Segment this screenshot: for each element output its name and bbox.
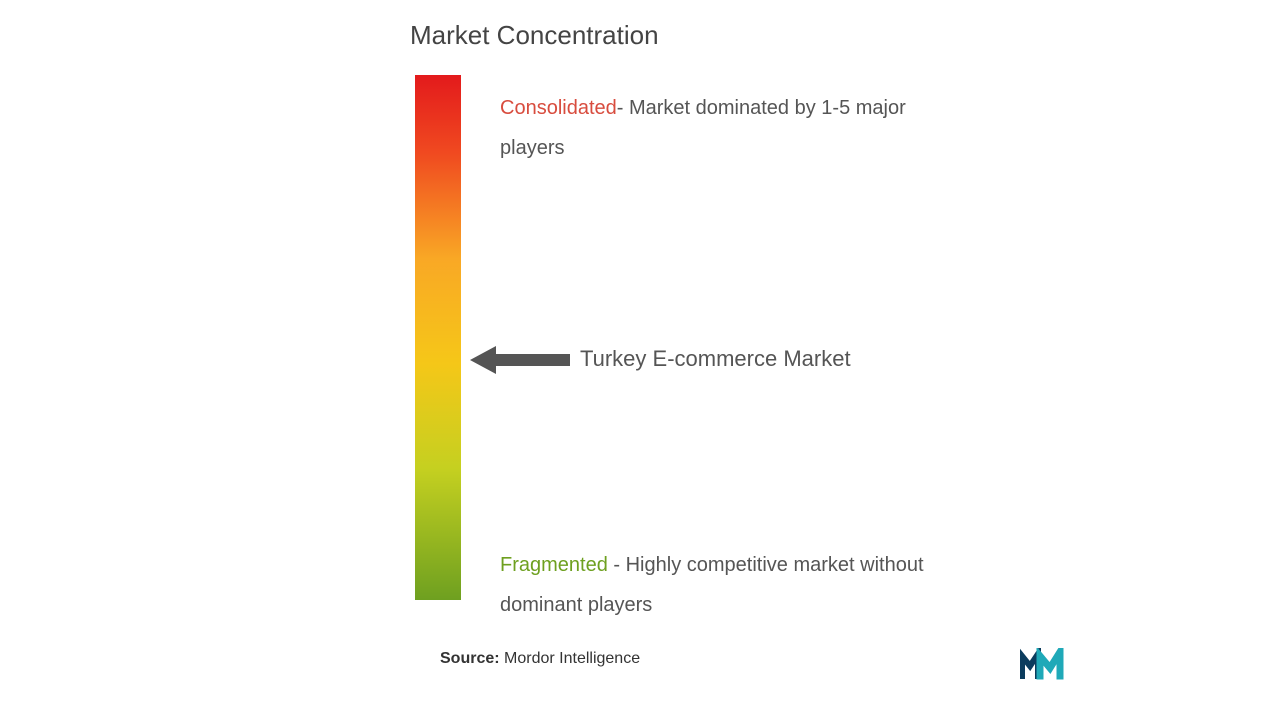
chart-title: Market Concentration [410, 20, 659, 51]
fragmented-prefix: Fragmented [500, 554, 608, 576]
source-line: Source: Mordor Intelligence [440, 650, 640, 668]
source-value: Mordor Intelligence [504, 650, 640, 667]
pointer-arrow-icon [470, 344, 570, 376]
fragmented-annotation: Fragmented - Highly competitive market w… [500, 545, 960, 625]
source-label: Source: [440, 650, 500, 667]
concentration-gradient-bar [415, 75, 461, 600]
brand-logo-icon [1020, 648, 1068, 680]
consolidated-prefix: Consolidated [500, 97, 617, 119]
consolidated-annotation: Consolidated- Market dominated by 1-5 ma… [500, 88, 930, 168]
market-position-label: Turkey E-commerce Market [580, 346, 851, 372]
